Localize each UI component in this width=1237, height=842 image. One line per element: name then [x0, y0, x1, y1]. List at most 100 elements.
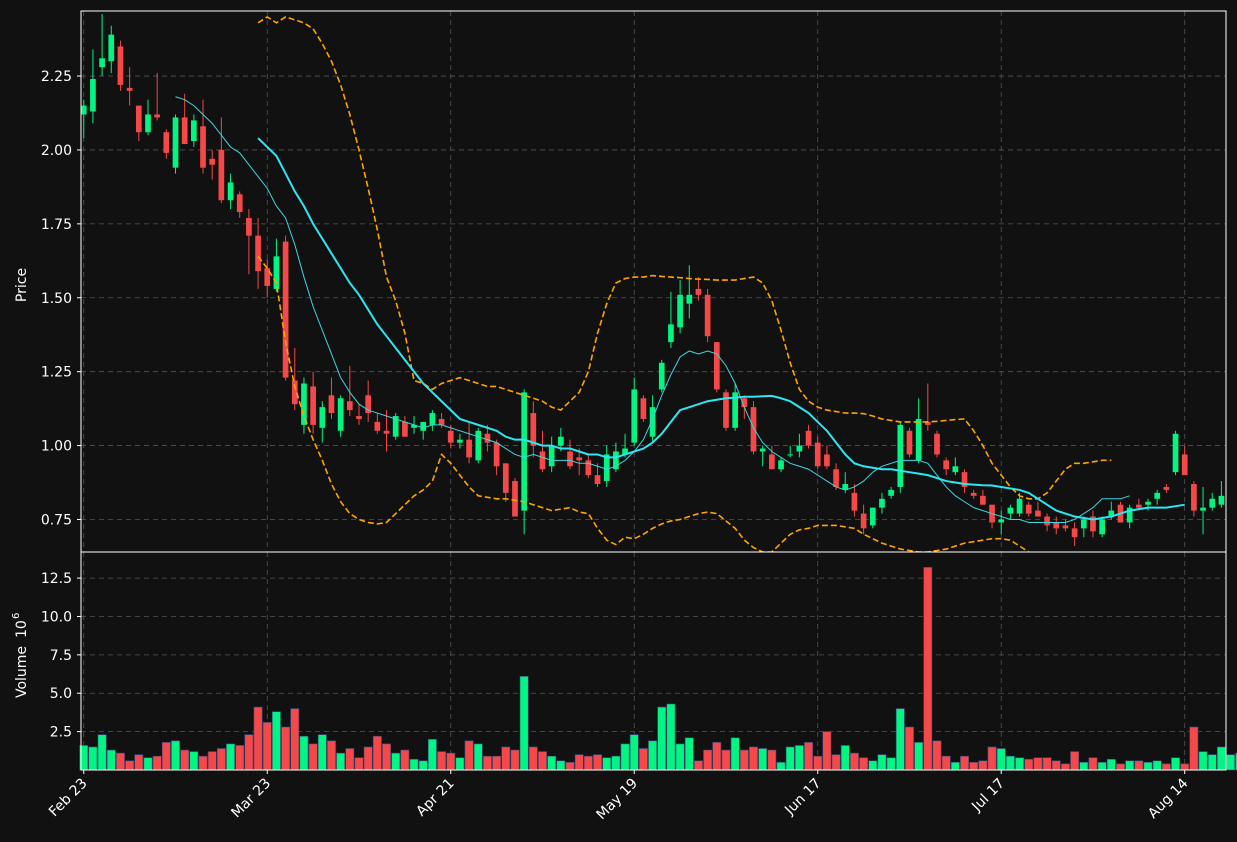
volume-bar	[400, 749, 410, 771]
candle-body	[603, 454, 610, 482]
volume-bar	[978, 760, 988, 771]
candle-body	[1209, 498, 1216, 508]
volume-bar	[868, 760, 878, 771]
volume-bar	[960, 755, 969, 771]
volume-bar	[1079, 762, 1089, 771]
candle-body	[778, 460, 784, 470]
candle-body	[126, 87, 133, 91]
volume-bar	[730, 737, 740, 771]
volume-bar	[1125, 760, 1135, 771]
candle-body	[668, 324, 674, 343]
candle-body	[1154, 492, 1161, 499]
volume-bar	[849, 752, 859, 771]
candle-body	[209, 158, 216, 165]
candle-body	[200, 126, 206, 168]
candle-body	[796, 445, 803, 452]
volume-bar	[694, 760, 703, 771]
bollinger-lower-line	[257, 255, 1030, 552]
candle-body	[493, 442, 500, 467]
volume-bar	[794, 745, 804, 771]
candle-body	[310, 386, 316, 425]
candle-body	[869, 507, 876, 526]
volume-bar	[914, 742, 924, 771]
candle-body	[81, 105, 87, 115]
volume-bar	[437, 751, 446, 771]
volume-tick-label: 5.0	[50, 686, 72, 702]
candle-body	[99, 58, 105, 68]
volume-bar	[501, 746, 511, 771]
volume-bar	[198, 755, 208, 771]
volume-bar	[464, 740, 474, 771]
candle-body	[915, 418, 922, 461]
candle-body	[328, 395, 335, 414]
volume-bar	[538, 751, 547, 771]
candle-body	[438, 418, 445, 425]
volume-bar	[657, 706, 667, 771]
volume-bar	[226, 743, 235, 771]
price-axis-label: Price	[14, 268, 30, 302]
volume-bar	[262, 722, 272, 771]
volume-bar	[483, 755, 492, 771]
volume-bar	[565, 762, 575, 771]
candle-body	[677, 294, 683, 328]
candle-body	[227, 182, 234, 201]
candle-body	[622, 448, 628, 455]
candle-body	[842, 484, 849, 490]
volume-tick-label: 10.0	[41, 609, 72, 625]
volume-bar	[171, 740, 180, 771]
volume-bar	[143, 757, 153, 771]
volume-bar	[859, 757, 869, 771]
candle-body	[585, 460, 592, 476]
volume-tick-label: 12.5	[41, 571, 72, 587]
volume-bar	[611, 755, 621, 771]
candle-body	[282, 241, 289, 378]
volume-bar	[1042, 757, 1052, 771]
volume-bar	[372, 735, 382, 771]
candle-body	[613, 451, 619, 470]
candle-body	[631, 389, 638, 443]
candle-body	[457, 439, 463, 443]
candle-body	[723, 392, 729, 428]
candle-body	[548, 445, 555, 467]
candle-body	[1172, 433, 1179, 473]
volume-bar	[620, 743, 630, 771]
volume-grid	[81, 552, 1226, 770]
candle-body	[356, 416, 362, 419]
candle-body	[264, 268, 271, 286]
volume-bar	[1005, 755, 1015, 771]
volume-bar	[1051, 760, 1061, 771]
price-tick-label: 1.50	[41, 291, 72, 307]
candle-body	[649, 407, 656, 437]
candle-body	[594, 475, 601, 485]
volume-bar	[1097, 762, 1107, 771]
candle-body	[998, 519, 1005, 523]
candle-body	[163, 132, 170, 153]
candle-body	[695, 288, 702, 295]
volume-bar	[666, 703, 676, 771]
volume-bar	[180, 749, 190, 771]
candle-body	[521, 392, 527, 511]
candle-body	[704, 294, 711, 337]
volume-bar	[106, 749, 116, 771]
volume-bar	[556, 760, 566, 771]
volume-axis-label-base: 10	[14, 620, 30, 638]
volume-bar	[758, 748, 768, 771]
candle-body	[502, 463, 509, 493]
candle-body	[1108, 510, 1115, 517]
volume-bar	[932, 740, 942, 771]
candle-body	[897, 424, 904, 487]
candle-body	[1035, 510, 1041, 517]
volume-bar	[1207, 754, 1217, 771]
candle-body	[1062, 525, 1069, 529]
volume-axis-label-text: Volume	[14, 646, 30, 698]
candle-body	[117, 46, 124, 85]
volume-bar	[510, 749, 520, 771]
volume-bar	[207, 751, 217, 771]
volume-bars	[79, 567, 1237, 771]
volume-bar	[427, 738, 437, 771]
volume-bar	[161, 742, 171, 771]
candle-body	[833, 469, 839, 487]
price-tick-label: 2.25	[41, 69, 72, 85]
volume-bar	[822, 731, 832, 771]
